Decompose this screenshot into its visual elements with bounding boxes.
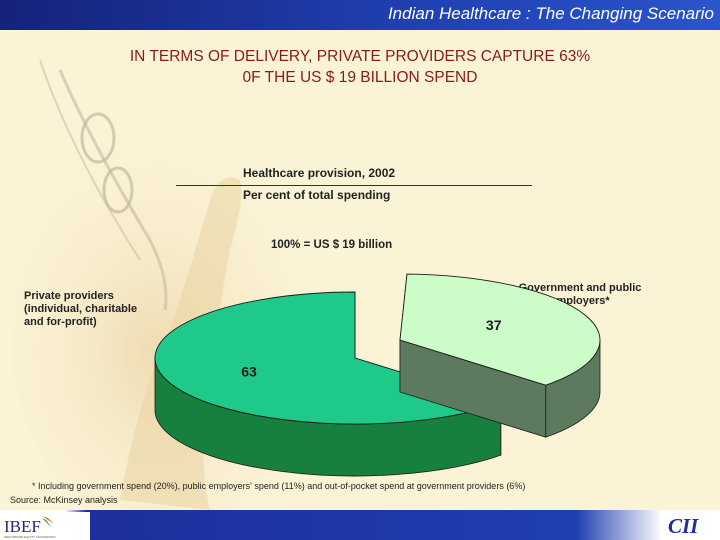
pie-slice-government: 37 [399,273,601,438]
headline-line-1: IN TERMS OF DELIVERY, PRIVATE PROVIDERS … [129,48,591,65]
slice-label-private-providers: Private providers (individual, charitabl… [24,290,184,329]
ibef-logo: IBEF INDIA BRAND EQUITY FOUNDATION [2,512,90,540]
slice-label-line: Private providers [24,290,114,302]
pie-slice-value-label: 63 [241,363,257,379]
footnote: * Including government spend (20%), publ… [32,481,526,491]
headline-line-2: 0F THE US $ 19 BILLION SPEND [242,69,478,86]
slide-title: Indian Healthcare : The Changing Scenari… [387,4,714,23]
source-note: Source: McKinsey analysis [10,495,118,505]
slice-label-line: Government and public [518,282,642,294]
pie-slice-top [399,273,601,386]
chart-subtitle: Per cent of total spending [243,188,391,202]
pie-slice-value-label: 37 [486,317,502,333]
slice-label-line: and for-profit) [24,316,97,328]
chart-title-divider [176,185,532,186]
headline: IN TERMS OF DELIVERY, PRIVATE PROVIDERS … [0,46,720,88]
header-bar: Indian Healthcare : The Changing Scenari… [0,0,720,30]
chart-title: Healthcare provision, 2002 [243,166,396,180]
footer-bar [0,510,720,540]
slice-label-line: (individual, charitable [24,303,138,315]
cii-logo: CII [660,512,716,538]
ibef-logo-text: IBEF [4,517,41,536]
cii-logo-text: CII [668,514,699,538]
chart-total-label: 100% = US $ 19 billion [271,239,393,251]
ibef-logo-tagline: INDIA BRAND EQUITY FOUNDATION [4,535,56,539]
